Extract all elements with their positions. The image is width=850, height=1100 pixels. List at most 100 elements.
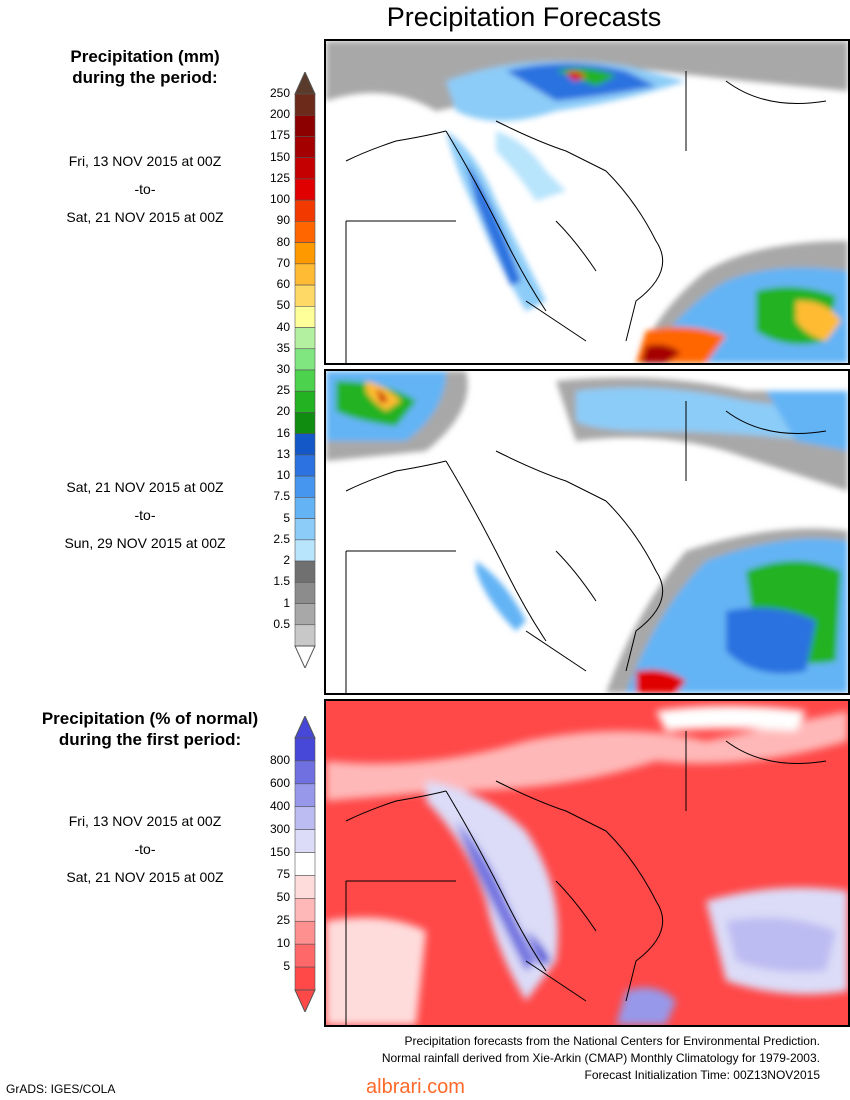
mm-tick-label: 250 — [269, 86, 290, 100]
panel1-heading-line2: during the period: — [72, 68, 218, 87]
pct-tick-label: 5 — [283, 959, 290, 974]
mm-tick-label: 2 — [283, 553, 290, 568]
mm-tick-label: 5 — [283, 510, 290, 525]
map-week1-precip — [326, 41, 848, 363]
mm-colorbar-segment — [294, 242, 316, 265]
footnote-source: Precipitation forecasts from the Nationa… — [404, 1034, 820, 1048]
mm-colorbar-segment — [294, 560, 316, 583]
panel1-start-date: Fri, 13 NOV 2015 at 00Z — [68, 153, 222, 169]
footnote-init-time: Forecast Initialization Time: 00Z13NOV20… — [584, 1068, 820, 1082]
pct-colorbar-top-arrow — [294, 714, 316, 739]
pct-tick-label: 10 — [276, 936, 290, 951]
mm-tick-label: 100 — [269, 192, 290, 207]
mm-tick-label: 60 — [276, 277, 290, 292]
mm-colorbar-segment — [294, 390, 316, 413]
mm-colorbar-segment — [294, 178, 316, 201]
pct-tick-label: 50 — [276, 890, 290, 905]
page-title: Precipitation Forecasts — [386, 2, 662, 32]
panel3-start-date: Fri, 13 NOV 2015 at 00Z — [68, 813, 222, 829]
map-panel-percent-normal — [324, 699, 850, 1027]
pct-tick-label: 25 — [276, 913, 290, 928]
mm-tick-label: 1 — [283, 595, 290, 610]
mm-colorbar-segment — [294, 497, 316, 519]
panel3-period: Fri, 13 NOV 2015 at 00Z -to- Sat, 21 NOV… — [20, 812, 270, 896]
mm-colorbar-segment — [294, 114, 316, 137]
footnotes: Precipitation forecasts from the Nationa… — [300, 1033, 820, 1084]
mm-colorbar-segment — [294, 603, 316, 626]
mm-tick-label: 70 — [276, 255, 290, 270]
pct-colorbar-segment — [294, 737, 316, 762]
mm-tick-label: 20 — [276, 404, 290, 419]
mm-tick-label: 50 — [276, 298, 290, 313]
mm-tick-label: 35 — [276, 340, 290, 355]
mm-tick-label: 1.5 — [273, 574, 290, 589]
mm-colorbar-segment — [294, 539, 316, 562]
mm-tick-label: 80 — [276, 234, 290, 249]
mm-colorbar-top-arrow — [294, 70, 316, 95]
mm-tick-label: 125 — [269, 170, 290, 185]
panel3-heading-line2: during the first period: — [58, 730, 242, 749]
panel2-period: Sat, 21 NOV 2015 at 00Z -to- Sun, 29 NOV… — [20, 478, 270, 562]
panel3-end-date: Sat, 21 NOV 2015 at 00Z — [66, 869, 224, 885]
map-panel-week1 — [324, 39, 850, 365]
mm-tick-label: 200 — [269, 107, 290, 122]
mm-colorbar-segment — [294, 157, 316, 180]
panel1-period: Fri, 13 NOV 2015 at 00Z -to- Sat, 21 NOV… — [20, 152, 270, 236]
mm-tick-label: 10 — [276, 468, 290, 483]
pct-tick-label: 800 — [269, 752, 290, 767]
precip-mm-tick-labels: 250 200 175 150 125 100 90 80 70 60 50 40 35 30 25 20 16… — [240, 72, 290, 668]
mm-tick-label: 7.5 — [273, 489, 290, 504]
mm-colorbar-segment — [294, 433, 316, 456]
pct-tick-label: 400 — [269, 798, 290, 813]
panel2-separator: -to- — [134, 507, 156, 523]
mm-tick-label: 2.5 — [273, 531, 290, 546]
pct-tick-label: 600 — [269, 775, 290, 790]
mm-colorbar-segment — [294, 348, 316, 371]
mm-tick-label: 13 — [276, 446, 290, 461]
pct-colorbar-segment — [294, 875, 316, 899]
mm-tick-label: 30 — [276, 362, 290, 376]
pct-colorbar-segment — [294, 783, 316, 808]
pct-colorbar-bottom-arrow — [294, 989, 316, 1014]
mm-colorbar-segment — [294, 412, 316, 434]
watermark: albrari.com — [366, 1076, 465, 1098]
precip-pct-tick-labels: 800 600 400 300 150 75 50 25 10 5 — [240, 716, 290, 1012]
mm-colorbar-segment — [294, 454, 316, 477]
mm-colorbar-segment — [294, 221, 316, 243]
mm-colorbar-segment — [294, 93, 316, 116]
mm-tick-label: 0.5 — [273, 616, 290, 631]
pct-colorbar-segment — [294, 829, 316, 853]
map-panel-week2 — [324, 369, 850, 695]
map-percent-normal — [326, 701, 848, 1025]
pct-colorbar-svg — [294, 714, 316, 1014]
panel2-start-date: Sat, 21 NOV 2015 at 00Z — [66, 479, 224, 495]
pct-colorbar-segment — [294, 806, 316, 830]
mm-colorbar-segment — [294, 306, 316, 328]
mm-tick-label: 175 — [269, 128, 290, 143]
panel2-end-date: Sun, 29 NOV 2015 at 00Z — [64, 535, 226, 551]
mm-tick-label: 150 — [269, 149, 290, 164]
panel1-heading: Precipitation (mm) during the period: — [20, 46, 270, 88]
panel1-end-date: Sat, 21 NOV 2015 at 00Z — [66, 209, 224, 225]
mm-colorbar-bottom-arrow — [294, 645, 316, 670]
pct-colorbar-segment — [294, 943, 316, 968]
mm-tick-label: 16 — [276, 425, 290, 440]
panel3-heading: Precipitation (% of normal) during the f… — [20, 708, 280, 750]
mm-colorbar-segment — [294, 284, 316, 307]
pct-tick-label: 150 — [269, 844, 290, 859]
pct-colorbar-segment — [294, 898, 316, 922]
mm-colorbar-segment — [294, 136, 316, 158]
mm-colorbar-segment — [294, 518, 316, 541]
precip-mm-colorbar — [294, 70, 316, 670]
pct-tick-label: 75 — [276, 867, 290, 882]
panel3-heading-line1: Precipitation (% of normal) — [41, 709, 259, 728]
panel3-separator: -to- — [134, 841, 156, 857]
footnote-normal: Normal rainfall derived from Xie-Arkin (… — [381, 1051, 820, 1065]
mm-colorbar-segment — [294, 369, 316, 392]
mm-tick-label: 25 — [276, 383, 290, 398]
map-week2-precip — [326, 371, 848, 693]
pct-tick-label: 300 — [269, 821, 290, 836]
pct-colorbar-segment — [294, 966, 316, 991]
grads-credit: GrADS: IGES/COLA — [6, 1082, 116, 1096]
mm-tick-label: 90 — [276, 213, 290, 228]
